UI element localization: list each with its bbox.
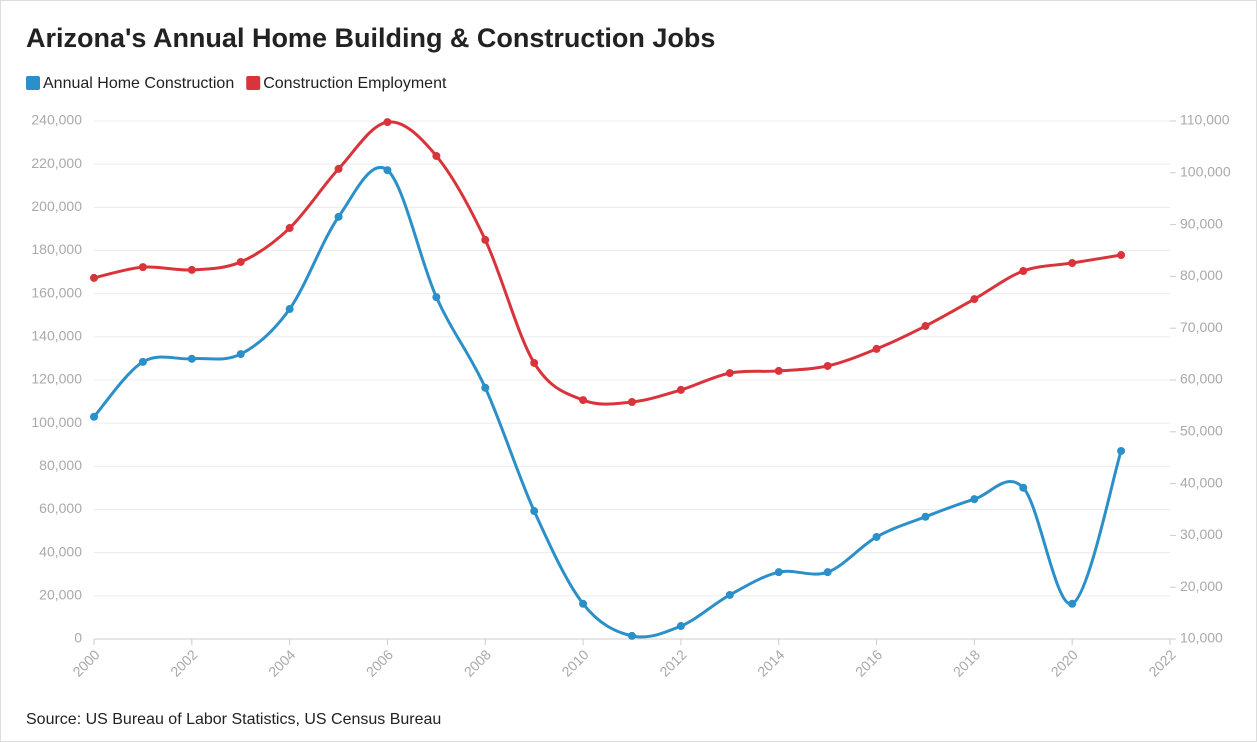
y2-tick-label: 10,000 [1180, 630, 1223, 646]
data-point [970, 495, 979, 504]
y-tick-label: 200,000 [31, 198, 82, 214]
x-tick-label: 2014 [754, 646, 787, 679]
data-point [872, 532, 881, 541]
data-point [187, 354, 196, 363]
x-tick-label: 2010 [558, 646, 591, 679]
y-tick-label: 140,000 [31, 328, 82, 344]
y2-tick-label: 100,000 [1180, 164, 1231, 180]
y-tick-label: 220,000 [31, 155, 82, 171]
data-point [921, 322, 930, 331]
x-tick-label: 2006 [363, 646, 396, 679]
data-point [725, 369, 734, 378]
y-tick-label: 160,000 [31, 284, 82, 300]
data-point [187, 265, 196, 274]
data-point [90, 412, 98, 421]
y2-tick-label: 70,000 [1180, 319, 1223, 335]
data-point [676, 385, 685, 394]
data-point [628, 631, 636, 640]
y-tick-label: 120,000 [31, 371, 82, 387]
y2-tick-label: 40,000 [1180, 474, 1223, 490]
data-point [530, 507, 539, 516]
data-point [823, 361, 832, 370]
data-point [970, 295, 979, 304]
data-point [334, 212, 343, 221]
data-point [1068, 259, 1077, 268]
chart-title: Arizona's Annual Home Building & Constru… [26, 23, 715, 53]
x-tick-label: 2018 [950, 646, 983, 679]
data-point [579, 396, 588, 405]
data-point [138, 263, 147, 272]
data-point [725, 590, 734, 599]
data-point [138, 357, 147, 366]
x-tick-label: 2012 [656, 646, 689, 679]
data-point [872, 344, 881, 353]
y-tick-label: 40,000 [39, 543, 82, 559]
data-point [676, 622, 685, 631]
y2-tick-label: 90,000 [1180, 215, 1223, 231]
data-point [334, 164, 343, 173]
data-point [628, 398, 636, 407]
y2-tick-label: 60,000 [1180, 371, 1223, 387]
data-point [481, 383, 490, 392]
source: Source: US Bureau of Labor Statistics, U… [26, 711, 441, 728]
data-point [285, 224, 294, 233]
legend-swatch [26, 76, 40, 90]
series-line [92, 166, 1123, 639]
data-point [1117, 446, 1126, 455]
data-point [823, 568, 832, 577]
data-point [432, 293, 441, 302]
data-point [236, 257, 245, 266]
data-point [285, 305, 294, 314]
data-point [383, 118, 392, 127]
data-point [774, 366, 783, 375]
y-tick-label: 80,000 [39, 457, 82, 473]
data-point [1068, 599, 1077, 608]
y2-tick-label: 30,000 [1180, 526, 1223, 542]
data-point [236, 350, 245, 359]
data-point [383, 166, 392, 175]
data-point [90, 273, 98, 282]
data-point [530, 358, 539, 367]
y2-tick-label: 110,000 [1180, 112, 1230, 128]
x-tick-label: 2004 [265, 646, 298, 679]
y-tick-label: 20,000 [39, 587, 82, 603]
data-point [1117, 251, 1126, 260]
legend-label: Annual Home Construction [43, 75, 234, 92]
legend-label: Construction Employment [263, 75, 447, 92]
data-point [1019, 483, 1028, 492]
legend-swatch [246, 76, 261, 90]
data-point [432, 151, 441, 160]
data-point [579, 599, 588, 608]
y-tick-label: 240,000 [31, 112, 82, 128]
y-tick-label: 0 [74, 630, 82, 646]
x-tick-label: 2000 [69, 646, 102, 679]
x-tick-label: 2008 [461, 646, 494, 679]
y-tick-label: 100,000 [31, 414, 82, 430]
x-tick-label: 2002 [167, 646, 200, 679]
x-tick-label: 2020 [1048, 646, 1081, 679]
data-point [774, 568, 783, 577]
y2-tick-label: 50,000 [1180, 423, 1223, 439]
y-tick-label: 180,000 [31, 241, 82, 257]
y2-tick-label: 80,000 [1180, 267, 1223, 283]
y2-tick-label: 20,000 [1180, 578, 1223, 594]
data-point [921, 512, 930, 521]
x-tick-label: 2016 [852, 646, 885, 679]
data-point [1019, 267, 1028, 276]
y-tick-label: 60,000 [39, 500, 82, 516]
data-point [481, 235, 490, 244]
x-tick-label: 2022 [1145, 646, 1178, 679]
